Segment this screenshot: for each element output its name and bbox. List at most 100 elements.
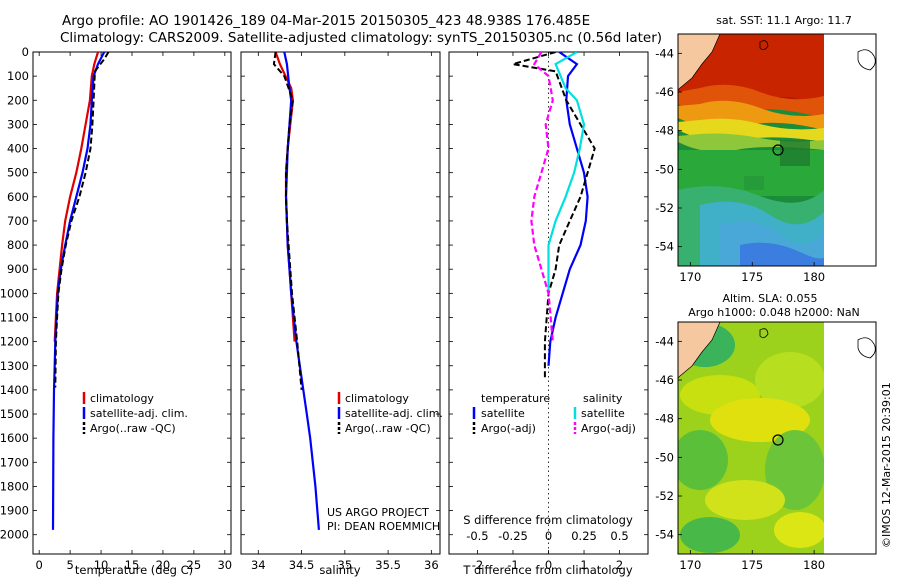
s-satellite-line [547, 52, 586, 294]
island-outline [759, 40, 769, 50]
x-tick-label: 0.5 [610, 529, 628, 543]
lon-tick-label: 170 [679, 558, 701, 572]
lat-tick-label: -44 [655, 334, 674, 348]
lat-tick-label: -52 [655, 201, 674, 215]
x-tick-label: 0 [545, 529, 552, 543]
depth-tick-label: 600 [7, 190, 29, 204]
sla-map-nodata [824, 322, 876, 554]
depth-tick-label: 2000 [0, 528, 29, 542]
sst-map-frame [677, 33, 877, 267]
x-tick-label: 5 [66, 558, 73, 572]
temperature-legend: climatology satellite-adj. clim. Argo(..… [82, 392, 188, 435]
salinity-panel-frame [240, 51, 441, 555]
depth-tick-label: 200 [7, 93, 29, 107]
depth-tick-label: 1600 [0, 431, 29, 445]
argo-float-marker [772, 144, 784, 156]
sla-map [677, 321, 877, 555]
legend-label-t-argo: Argo(-adj) [481, 422, 536, 435]
lat-tick-label: -44 [655, 46, 674, 60]
x-tick-label: 0.25 [571, 529, 597, 543]
s-argo-line [530, 52, 554, 342]
island-outline [759, 328, 769, 338]
x-tick-label: 30 [217, 558, 232, 572]
legend-label-climatology: climatology [345, 392, 409, 405]
x-tick-label: 34.5 [289, 558, 315, 572]
lat-tick-label: -54 [655, 528, 674, 542]
salinity-xlabel: salinity [319, 563, 360, 577]
x-tick-label: 35.5 [375, 558, 401, 572]
depth-tick-label: 100 [7, 69, 29, 83]
temperature-panel-frame [32, 51, 232, 555]
lat-tick-label: -54 [655, 240, 674, 254]
x-tick-label: 0 [36, 558, 43, 572]
depth-tick-label: 0 [22, 45, 29, 59]
depth-tick-label: 1800 [0, 479, 29, 493]
depth-tick-label: 400 [7, 142, 29, 156]
salinity-x-axis: 34 34.5 35 35.5 36 [251, 52, 439, 572]
depth-tick-label: 1300 [0, 359, 29, 373]
island-outline [857, 49, 876, 71]
x-tick-label: -0.25 [498, 529, 528, 543]
legend-label-argo: Argo(..raw -QC) [90, 422, 176, 435]
depth-tick-label: 800 [7, 238, 29, 252]
sst-map-x-axis: 170 175 180 [679, 262, 825, 284]
sst-map-title: sat. SST: 11.1 Argo: 11.7 [716, 14, 852, 27]
lat-tick-label: -50 [655, 450, 674, 464]
legend-label-argo: Argo(..raw -QC) [345, 422, 431, 435]
header-line-1: Argo profile: AO 1901426_189 04-Mar-2015… [62, 13, 590, 29]
x-tick-label: -0.5 [466, 529, 488, 543]
t-satellite-line [547, 52, 589, 366]
legend-label-satellite: satellite-adj. clim. [90, 407, 188, 420]
lat-tick-label: -50 [655, 162, 674, 176]
salinity-legend: climatology satellite-adj. clim. Argo(..… [337, 392, 443, 435]
x-tick-label: 36 [424, 558, 439, 572]
argo-float-marker [772, 434, 784, 446]
t-difference-x-axis: -2 -1 0 1 2 [472, 52, 623, 572]
depth-tick-label: 1000 [0, 286, 29, 300]
lat-tick-label: -46 [655, 373, 674, 387]
project-label: US ARGO PROJECT [327, 506, 429, 519]
s-difference-xlabel: S difference from climatology [463, 513, 633, 527]
x-tick-label: 34 [251, 558, 266, 572]
x-tick-label: 25 [187, 558, 202, 572]
difference-legend: temperature salinity satellite Argo(-adj… [472, 392, 636, 435]
pi-label: PI: DEAN ROEMMICH [327, 520, 440, 533]
lon-tick-label: 180 [803, 270, 825, 284]
legend-label-s-argo: Argo(-adj) [581, 422, 636, 435]
lon-tick-label: 175 [741, 270, 763, 284]
depth-tick-label: 300 [7, 117, 29, 131]
depth-tick-label: 1700 [0, 455, 29, 469]
depth-tick-label: 900 [7, 262, 29, 276]
x-tick-label: 0 [545, 558, 552, 572]
sst-map-y-axis: -44 -46 -48 -50 -52 -54 [655, 46, 682, 254]
depth-tick-label: 1200 [0, 335, 29, 349]
x-tick-label: -2 [472, 558, 483, 572]
sla-map-title-1: Altim. SLA: 0.055 [722, 292, 817, 305]
lon-tick-label: 180 [803, 558, 825, 572]
sla-map-x-axis: 170 175 180 [679, 550, 825, 572]
lat-tick-label: -52 [655, 489, 674, 503]
depth-tick-label: 1900 [0, 504, 29, 518]
depth-tick-label: 1500 [0, 407, 29, 421]
legend-title-salinity: salinity [583, 392, 623, 405]
difference-profile-lines [512, 52, 596, 378]
lon-tick-label: 175 [741, 558, 763, 572]
lat-tick-label: -46 [655, 85, 674, 99]
x-tick-label: 1 [580, 558, 587, 572]
depth-tick-label: 500 [7, 166, 29, 180]
sst-map [677, 33, 877, 267]
depth-tick-label: 1400 [0, 383, 29, 397]
sst-field [678, 34, 824, 266]
legend-title-temperature: temperature [481, 392, 550, 405]
lon-tick-label: 170 [679, 270, 701, 284]
depth-tick-label: 700 [7, 214, 29, 228]
island-outline [857, 337, 876, 359]
x-tick-label: 20 [156, 558, 171, 572]
x-tick-label: 2 [616, 558, 623, 572]
imos-watermark: ©IMOS 12-Mar-2015 20:39:01 [880, 382, 893, 548]
temperature-profile-lines [51, 52, 110, 530]
satellite-line [283, 52, 320, 530]
depth-axis: 0 100 200 300 400 500 600 700 800 900 1000 1100 1200… [0, 45, 648, 542]
x-tick-label: -1 [507, 558, 518, 572]
